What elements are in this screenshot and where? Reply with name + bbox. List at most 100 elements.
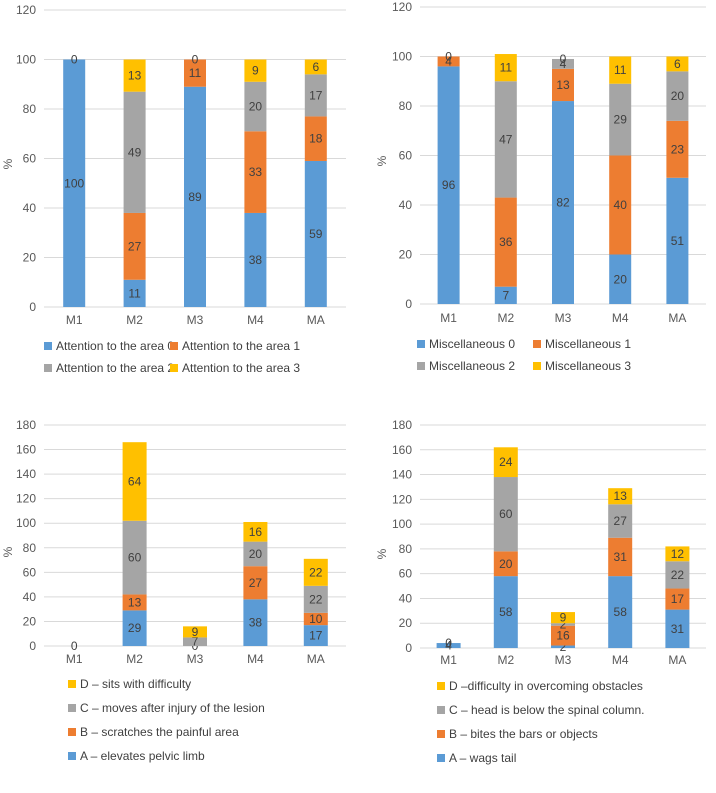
x-tick-label: M2 (126, 652, 143, 666)
data-label: 89 (188, 190, 202, 204)
legend-label: C – head is below the spinal column. (449, 703, 644, 717)
legend-swatch (68, 728, 76, 736)
bar-segment (609, 254, 632, 304)
y-axis-label: % (375, 548, 389, 559)
legend-label: B – scratches the painful area (80, 725, 239, 739)
bar-segment (304, 160, 327, 307)
y-tick-label: 140 (16, 467, 36, 481)
x-tick-label: MA (307, 313, 325, 327)
data-label: 24 (499, 455, 513, 469)
data-label: 10 (309, 612, 323, 626)
bar-segment (494, 54, 517, 82)
y-tick-label: 0 (29, 300, 36, 314)
y-tick-label: 40 (399, 591, 413, 605)
data-label: 40 (614, 198, 628, 212)
y-tick-label: 20 (23, 614, 37, 628)
bar-segment (494, 81, 517, 198)
y-tick-label: 80 (399, 542, 413, 556)
data-label: 16 (556, 629, 570, 643)
data-label: 22 (309, 565, 323, 579)
data-label: 6 (312, 60, 319, 74)
legend-swatch (68, 704, 76, 712)
data-label: 96 (442, 178, 456, 192)
bar-segment (551, 625, 575, 646)
bar-segment (552, 58, 574, 69)
bar-segment (303, 558, 328, 586)
y-tick-label: 80 (23, 541, 37, 555)
bar-segment (244, 212, 267, 307)
data-label: 13 (556, 78, 570, 92)
bar-segment (243, 521, 268, 542)
data-label: 12 (671, 547, 685, 561)
data-label: 29 (614, 113, 628, 127)
bar-segment (551, 645, 575, 648)
y-tick-label: 60 (399, 567, 413, 581)
data-label: 4 (445, 54, 452, 68)
data-label: 4 (560, 57, 567, 71)
legend-swatch (170, 342, 178, 350)
bar-segment (123, 212, 146, 280)
bar-segment (494, 286, 517, 304)
y-axis-label: % (1, 546, 15, 557)
legend-label: Miscellaneous 1 (545, 337, 631, 351)
bar-segment (665, 561, 690, 589)
legend-label: D –difficulty in overcoming obstacles (449, 679, 643, 693)
bar-segment (666, 56, 689, 72)
x-tick-label: M3 (555, 311, 572, 325)
legend-swatch (68, 680, 76, 688)
data-label: 13 (614, 489, 628, 503)
bar-segment (552, 68, 574, 102)
legend-label: Miscellaneous 2 (429, 359, 515, 373)
bar-segment (123, 91, 146, 213)
bar-segment (123, 279, 146, 307)
legend-label: Attention to the area 0 (56, 339, 174, 353)
bar-segment (608, 488, 633, 505)
bar-segment (303, 585, 328, 613)
y-tick-label: 100 (16, 516, 36, 530)
y-axis-label: % (1, 158, 15, 169)
x-tick-label: M1 (440, 653, 457, 667)
legend-swatch (437, 730, 445, 738)
data-label: 4 (445, 639, 452, 653)
data-label: 0 (445, 50, 452, 64)
x-tick-label: M2 (497, 653, 514, 667)
data-label: 6 (674, 57, 681, 71)
legend-swatch (44, 342, 52, 350)
bar-segment (244, 131, 267, 213)
x-tick-label: M3 (555, 653, 572, 667)
legend-swatch (437, 706, 445, 714)
y-axis-label: % (375, 155, 389, 166)
x-tick-label: MA (307, 652, 325, 666)
legend-swatch (170, 364, 178, 372)
bar-segment (184, 86, 206, 307)
data-label: 2 (560, 617, 567, 631)
legend-swatch (68, 752, 76, 760)
bar-segment (437, 66, 460, 305)
data-label: 9 (252, 64, 259, 78)
legend-swatch (533, 340, 541, 348)
bar-segment (122, 442, 147, 521)
legend-swatch (417, 362, 425, 370)
data-label: 9 (192, 625, 199, 639)
data-label: 20 (249, 100, 263, 114)
bar-segment (122, 520, 147, 595)
y-tick-label: 100 (16, 53, 36, 67)
bar-segment (551, 612, 575, 624)
x-tick-label: M1 (440, 311, 457, 325)
data-label: 59 (309, 227, 323, 241)
data-label: 11 (614, 63, 627, 77)
bar-segment (243, 541, 268, 567)
y-tick-label: 40 (23, 201, 37, 215)
data-label: 13 (128, 595, 142, 609)
bar-segment (304, 74, 327, 117)
chart-pelvic-limb-behaviors: 020406080100120140160180%0M129136064M207… (1, 418, 346, 763)
data-label: 82 (556, 196, 570, 210)
data-label: 7 (502, 288, 509, 302)
y-tick-label: 120 (392, 0, 412, 14)
data-label: 11 (128, 286, 141, 300)
bar-segment (493, 477, 518, 552)
bar-segment (437, 56, 460, 67)
bar-segment (608, 576, 633, 648)
x-tick-label: M1 (66, 313, 83, 327)
